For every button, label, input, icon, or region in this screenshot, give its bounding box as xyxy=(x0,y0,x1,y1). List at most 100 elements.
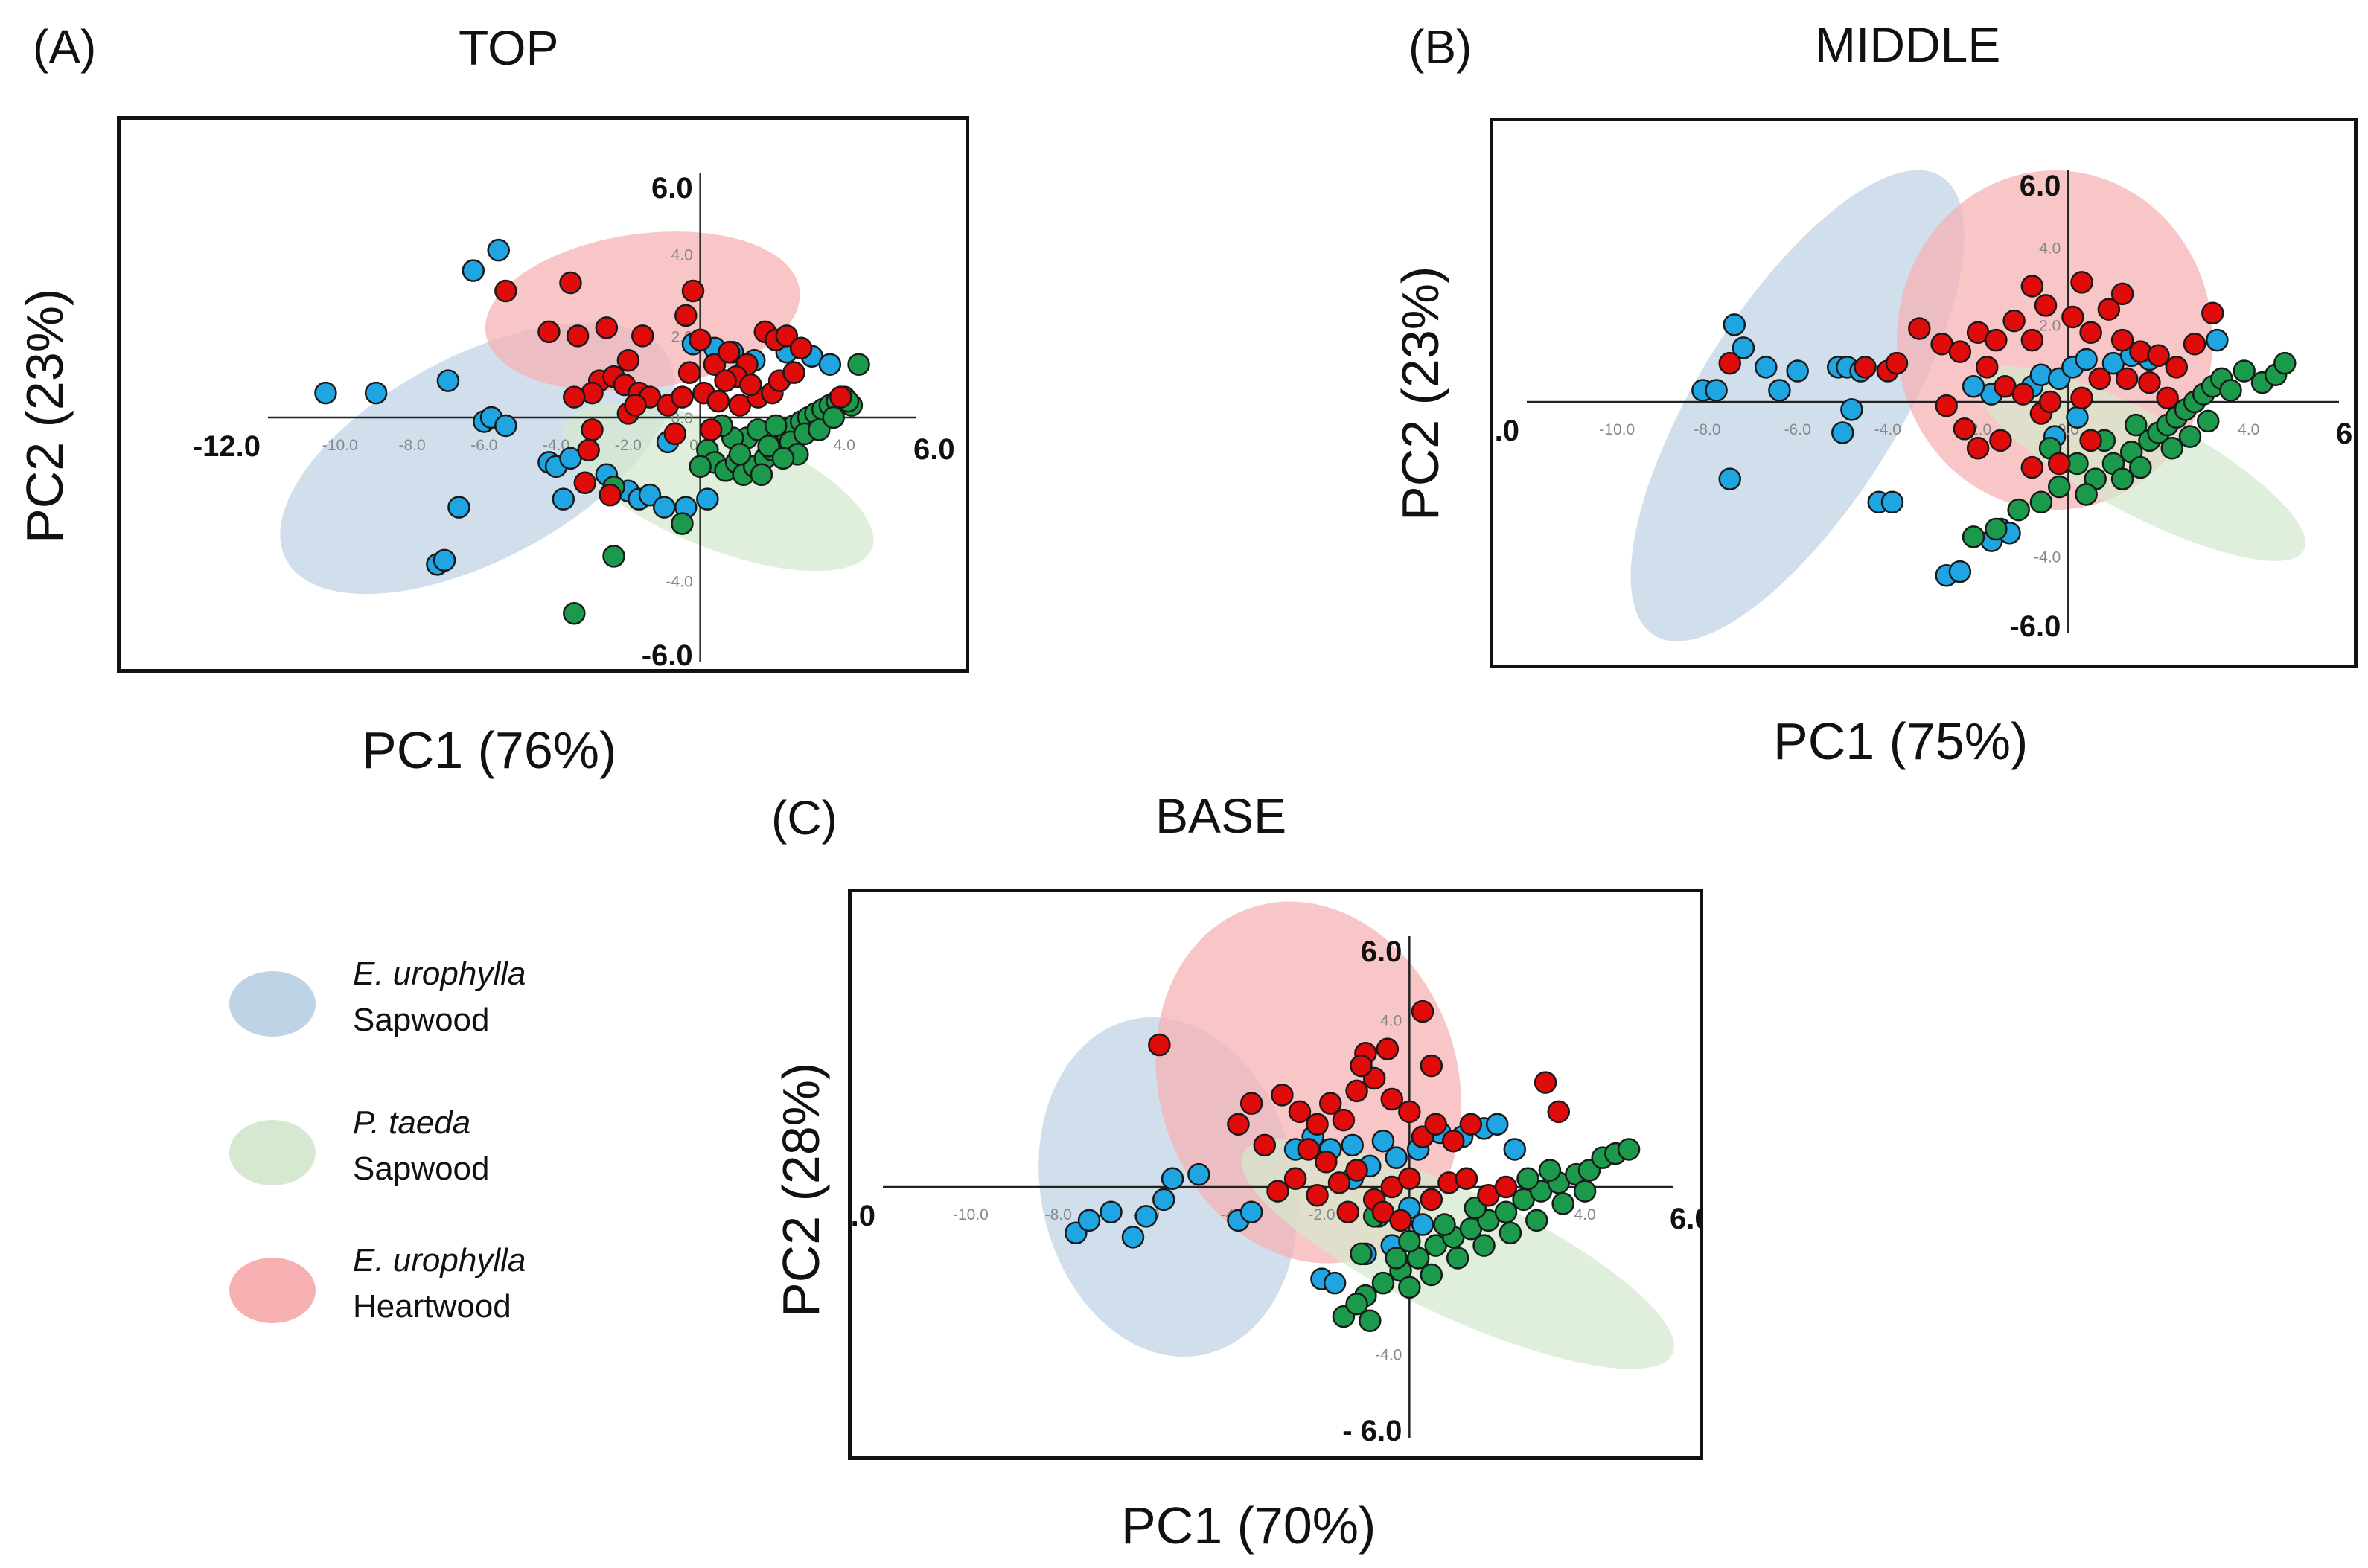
data-point-pt_sapwood xyxy=(2273,351,2297,375)
data-point-eu_heartwood xyxy=(782,361,805,384)
data-point-eu_heartwood xyxy=(1253,1133,1277,1157)
data-point-eu_heartwood xyxy=(595,316,619,339)
x-max-label: 6.0 xyxy=(1670,1203,1700,1235)
data-point-eu_sapwood xyxy=(487,238,510,262)
panel-a-ylabel: PC2 (23%) xyxy=(16,288,74,543)
data-point-eu_sapwood xyxy=(653,496,676,519)
data-point-eu_sapwood xyxy=(1385,1146,1408,1169)
panel-c-letter: (C) xyxy=(771,791,837,845)
legend-label-eu-sapwood: E. urophylla Sapwood xyxy=(353,951,526,1043)
data-point-eu_sapwood xyxy=(1723,313,1746,336)
data-point-pt_sapwood xyxy=(2233,359,2256,383)
data-point-pt_sapwood xyxy=(2196,409,2220,433)
data-point-eu_heartwood xyxy=(2138,371,2161,394)
data-point-eu_heartwood xyxy=(577,438,600,462)
y-max-label: 6.0 xyxy=(2020,170,2061,202)
data-point-eu_heartwood xyxy=(2183,333,2206,356)
data-point-pt_sapwood xyxy=(1499,1221,1522,1245)
data-point-pt_sapwood xyxy=(1420,1263,1443,1287)
data-point-eu_heartwood xyxy=(1266,1180,1289,1203)
data-point-eu_sapwood xyxy=(1718,467,1741,490)
data-point-eu_sapwood xyxy=(462,259,485,282)
y-tick-label: -4.0 xyxy=(1375,1347,1402,1364)
data-point-pt_sapwood xyxy=(689,455,712,479)
data-point-eu_sapwood xyxy=(1077,1209,1101,1232)
data-point-eu_sapwood xyxy=(494,414,517,438)
data-point-pt_sapwood xyxy=(1985,517,2008,541)
data-point-eu_sapwood xyxy=(1880,490,1904,514)
panel-a-letter: (A) xyxy=(33,20,97,74)
data-point-eu_heartwood xyxy=(718,341,741,364)
x-tick-label: -8.0 xyxy=(1045,1206,1072,1223)
y-max-label: 6.0 xyxy=(1361,935,1402,968)
x-tick-label: -2.0 xyxy=(1308,1206,1335,1223)
data-point-eu_heartwood xyxy=(2097,298,2121,321)
x-tick-label: -8.0 xyxy=(398,437,425,454)
data-point-eu_heartwood xyxy=(2020,275,2044,298)
data-point-eu_sapwood xyxy=(1187,1162,1210,1186)
panel-a-svg: -10.0-8.0-6.0-4.0-2.00.02.04.04.02.00.0-… xyxy=(193,172,955,669)
data-point-eu_heartwood xyxy=(1306,1113,1329,1136)
panel-b-title: MIDDLE xyxy=(1815,17,2001,72)
data-point-pt_sapwood xyxy=(2178,425,2202,448)
x-tick-label: 4.0 xyxy=(2238,421,2259,438)
data-point-eu_heartwood xyxy=(1455,1167,1478,1191)
data-point-eu_sapwood xyxy=(1503,1138,1527,1161)
data-point-eu_heartwood xyxy=(2156,386,2179,410)
data-point-eu_heartwood xyxy=(559,271,582,295)
data-point-eu_sapwood xyxy=(1161,1167,1184,1191)
data-point-eu_heartwood xyxy=(2011,383,2034,406)
data-point-eu_heartwood xyxy=(1148,1033,1171,1057)
data-point-eu_heartwood xyxy=(829,385,852,409)
data-point-eu_heartwood xyxy=(1948,340,1972,363)
data-point-eu_heartwood xyxy=(1398,1100,1421,1124)
x-tick-label: 4.0 xyxy=(834,437,855,454)
data-point-eu_heartwood xyxy=(671,385,694,409)
data-point-eu_heartwood xyxy=(2061,305,2084,329)
data-point-pt_sapwood xyxy=(1551,1192,1574,1215)
data-point-pt_sapwood xyxy=(2075,483,2098,506)
data-point-eu_heartwood xyxy=(1908,317,1931,340)
data-point-eu_heartwood xyxy=(1318,1092,1342,1115)
data-point-eu_heartwood xyxy=(1420,1054,1443,1078)
data-point-pt_sapwood xyxy=(563,601,586,625)
data-point-pt_sapwood xyxy=(1345,1293,1368,1316)
data-point-eu_heartwood xyxy=(1283,1167,1307,1191)
data-point-pt_sapwood xyxy=(1573,1180,1597,1203)
panel-c-title: BASE xyxy=(1155,788,1287,843)
y-tick-label: 4.0 xyxy=(1380,1012,1402,1029)
data-point-eu_heartwood xyxy=(1424,1113,1447,1136)
data-point-eu_heartwood xyxy=(789,336,813,360)
y-tick-label: -4.0 xyxy=(666,573,692,590)
panel-c-ylabel: PC2 (28%) xyxy=(772,1062,830,1317)
data-point-eu_sapwood xyxy=(2066,406,2089,429)
x-max-label: 6.0 xyxy=(2336,417,2354,450)
y-min-label: -6.0 xyxy=(642,639,693,669)
data-point-eu_heartwood xyxy=(2110,328,2134,352)
data-point-pt_sapwood xyxy=(757,435,780,458)
data-point-pt_sapwood xyxy=(1398,1276,1421,1299)
data-point-eu_sapwood xyxy=(1840,398,1863,421)
data-point-eu_heartwood xyxy=(1985,328,2008,352)
data-point-pt_sapwood xyxy=(671,512,694,535)
data-point-eu_heartwood xyxy=(1227,1113,1250,1136)
data-point-eu_heartwood xyxy=(581,418,604,441)
x-tick-label: 4.0 xyxy=(1574,1206,1596,1223)
data-point-eu_sapwood xyxy=(364,381,388,405)
data-point-eu_heartwood xyxy=(1966,436,1990,460)
data-point-eu_heartwood xyxy=(2020,455,2044,479)
legend-species: P. taeda xyxy=(353,1104,471,1141)
data-point-pt_sapwood xyxy=(728,443,752,466)
data-point-eu_heartwood xyxy=(1271,1084,1294,1107)
data-point-eu_heartwood xyxy=(1380,1087,1404,1111)
legend-tissue: Sapwood xyxy=(353,1002,490,1038)
data-point-pt_sapwood xyxy=(1398,1229,1421,1253)
data-point-eu_sapwood xyxy=(1121,1226,1145,1249)
data-point-eu_heartwood xyxy=(1885,351,1909,375)
data-point-eu_heartwood xyxy=(1935,394,1958,417)
data-point-pt_sapwood xyxy=(1494,1200,1518,1223)
data-point-eu_heartwood xyxy=(1239,1092,1263,1115)
x-tick-label: -4.0 xyxy=(1874,421,1901,438)
data-point-eu_sapwood xyxy=(552,487,575,511)
panel-b-svg: -10.0-8.0-6.0-4.0-2.00.02.04.04.02.0-4.0… xyxy=(1493,170,2354,643)
